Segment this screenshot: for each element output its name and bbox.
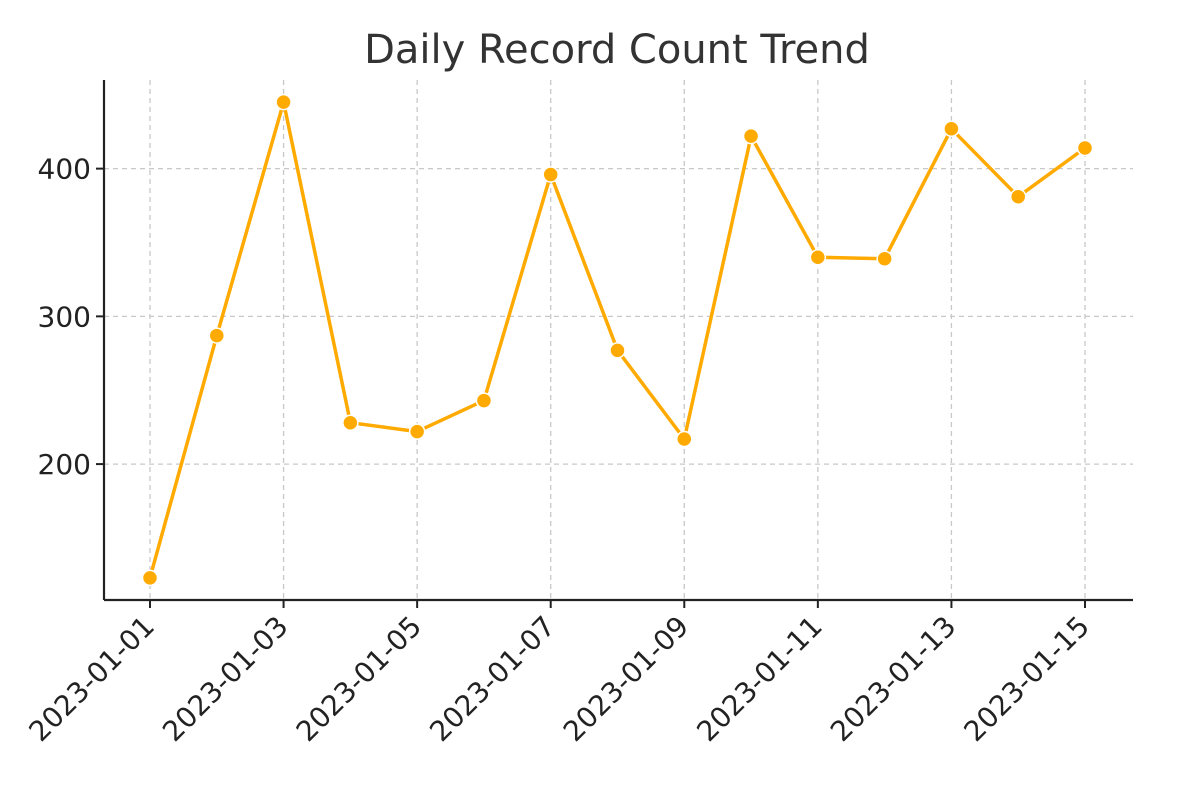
x-tick-label: 2023-01-09 (557, 610, 695, 748)
data-point (542, 166, 559, 183)
data-point (275, 93, 292, 111)
x-tick-label: 2023-01-07 (423, 610, 561, 748)
x-tick-label: 2023-01-03 (156, 610, 294, 748)
y-tick-label: 400 (38, 153, 91, 186)
data-point (943, 120, 960, 137)
series (141, 93, 1094, 587)
data-point (809, 249, 827, 266)
data-point (742, 127, 760, 145)
data-point (141, 569, 159, 587)
chart-title: Daily Record Count Trend (364, 27, 870, 73)
x-tick-label: 2023-01-13 (824, 610, 962, 748)
y-tick-label: 200 (38, 448, 91, 481)
series-line (148, 100, 1087, 579)
data-point (876, 250, 893, 267)
x-tick-label: 2023-01-11 (690, 610, 828, 748)
data-point (208, 327, 226, 344)
data-point (408, 423, 426, 440)
x-tick-label: 2023-01-15 (958, 610, 1096, 748)
y-tick-label: 300 (38, 300, 91, 333)
data-point (475, 392, 493, 409)
x-tick-label: 2023-01-05 (290, 610, 428, 748)
data-point (676, 430, 693, 448)
data-point (342, 414, 359, 431)
data-point (609, 342, 626, 359)
axes (102, 80, 1133, 602)
data-point (1076, 139, 1094, 157)
data-point (1009, 188, 1027, 205)
x-tick-label: 2023-01-01 (23, 610, 161, 748)
grid (104, 80, 1133, 600)
